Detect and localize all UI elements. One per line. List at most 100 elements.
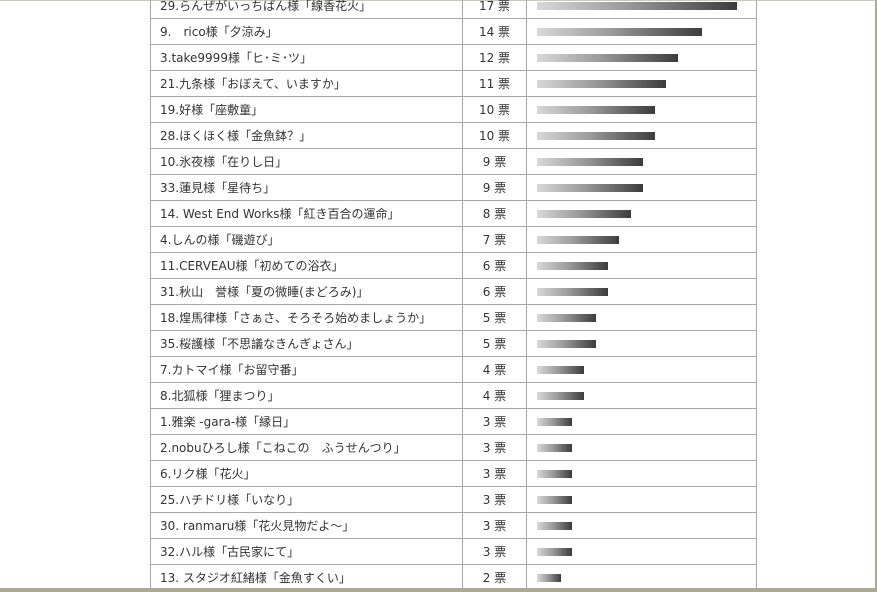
vote-bar-cell	[526, 512, 757, 539]
vote-bar	[537, 131, 655, 140]
ranking-row: 14. West End Works様「紅き百合の運命」 8 票	[150, 200, 757, 227]
vote-count: 10 票	[462, 96, 527, 123]
entry-title: 1.雅楽 -gara-様「縁日」	[150, 408, 463, 435]
ranking-row: 2.nobuひろし様「こねこの ふうせんつり」 3 票	[150, 434, 757, 461]
vote-bar-cell	[526, 434, 757, 461]
vote-count: 4 票	[462, 356, 527, 383]
entry-title: 11.CERVEAU様「初めての浴衣」	[150, 252, 463, 279]
entry-title: 4.しんの様「磯遊び」	[150, 226, 463, 253]
entry-title: 21.九条様「おぼえて、いますか」	[150, 70, 463, 97]
vote-count: 3 票	[462, 460, 527, 487]
entry-title: 10.氷夜様「在りし日」	[150, 148, 463, 175]
vote-bar-cell	[526, 538, 757, 565]
vote-count: 8 票	[462, 200, 527, 227]
vote-count: 2 票	[462, 564, 527, 591]
vote-count: 7 票	[462, 226, 527, 253]
entry-title: 25.ハチドリ様「いなり」	[150, 486, 463, 513]
vote-bar	[537, 53, 678, 62]
vote-count: 3 票	[462, 408, 527, 435]
ranking-row: 10.氷夜様「在りし日」 9 票	[150, 148, 757, 175]
vote-count: 9 票	[462, 174, 527, 201]
vote-count: 6 票	[462, 278, 527, 305]
vote-bar-cell	[526, 486, 757, 513]
entry-title: 35.桜護様「不思議なきんぎょさん」	[150, 330, 463, 357]
vote-bar-cell	[526, 174, 757, 201]
vote-count: 4 票	[462, 382, 527, 409]
entry-title: 9. rico様「夕涼み」	[150, 18, 463, 45]
vote-count: 3 票	[462, 512, 527, 539]
vote-bar	[537, 469, 572, 478]
vote-count: 9 票	[462, 148, 527, 175]
vote-bar	[537, 521, 572, 530]
vote-bar	[537, 105, 655, 114]
entry-title: 14. West End Works様「紅き百合の運命」	[150, 200, 463, 227]
vote-ranking-table: 29.らんぜがいっちばん様「線香花火」 17 票 9. rico様「夕涼み」 14 票…	[150, 0, 757, 591]
vote-bar	[537, 209, 631, 218]
vote-bar-cell	[526, 18, 757, 45]
ranking-row: 28.ほくほく様「金魚鉢？」 10 票	[150, 122, 757, 149]
entry-title: 8.北狐様「狸まつり」	[150, 382, 463, 409]
page-bottom-border	[0, 588, 877, 592]
vote-bar-cell	[526, 304, 757, 331]
vote-bar	[537, 157, 643, 166]
ranking-row: 3.take9999様「ヒ･ミ･ツ」 12 票	[150, 44, 757, 71]
vote-bar	[537, 235, 619, 244]
vote-bar	[537, 391, 584, 400]
vote-bar	[537, 495, 572, 504]
ranking-row: 9. rico様「夕涼み」 14 票	[150, 18, 757, 45]
vote-bar	[537, 365, 584, 374]
vote-bar-cell	[526, 564, 757, 591]
entry-title: 13. スタジオ紅緒様「金魚すくい」	[150, 564, 463, 591]
ranking-row: 31.秋山 誉様「夏の微睡(まどろみ)」 6 票	[150, 278, 757, 305]
entry-title: 3.take9999様「ヒ･ミ･ツ」	[150, 44, 463, 71]
entry-title: 31.秋山 誉様「夏の微睡(まどろみ)」	[150, 278, 463, 305]
vote-bar-cell	[526, 356, 757, 383]
ranking-row: 7.カトマイ様「お留守番」 4 票	[150, 356, 757, 383]
ranking-row: 11.CERVEAU様「初めての浴衣」 6 票	[150, 252, 757, 279]
vote-bar-cell	[526, 382, 757, 409]
vote-bar-cell	[526, 70, 757, 97]
ranking-row: 35.桜護様「不思議なきんぎょさん」 5 票	[150, 330, 757, 357]
ranking-row: 32.ハル様「古民家にて」 3 票	[150, 538, 757, 565]
vote-bar	[537, 443, 572, 452]
vote-bar-cell	[526, 278, 757, 305]
vote-bar-cell	[526, 122, 757, 149]
entry-title: 18.煌馬律様「さぁさ、そろそろ始めましょうか」	[150, 304, 463, 331]
ranking-row: 8.北狐様「狸まつり」 4 票	[150, 382, 757, 409]
entry-title: 29.らんぜがいっちばん様「線香花火」	[150, 0, 463, 19]
entry-title: 32.ハル様「古民家にて」	[150, 538, 463, 565]
vote-bar	[537, 261, 608, 270]
ranking-row: 6.リク様「花火」 3 票	[150, 460, 757, 487]
entry-title: 6.リク様「花火」	[150, 460, 463, 487]
vote-count: 3 票	[462, 486, 527, 513]
entry-title: 19.好様「座敷童」	[150, 96, 463, 123]
ranking-row: 19.好様「座敷童」 10 票	[150, 96, 757, 123]
vote-count: 3 票	[462, 434, 527, 461]
vote-bar	[537, 27, 702, 36]
vote-bar-cell	[526, 408, 757, 435]
vote-bar-cell	[526, 226, 757, 253]
vote-bar	[537, 183, 643, 192]
entry-title: 7.カトマイ様「お留守番」	[150, 356, 463, 383]
vote-bar	[537, 339, 596, 348]
vote-count: 11 票	[462, 70, 527, 97]
ranking-row: 33.蓮見様「星待ち」 9 票	[150, 174, 757, 201]
vote-count: 10 票	[462, 122, 527, 149]
vote-bar-cell	[526, 148, 757, 175]
vote-bar-cell	[526, 460, 757, 487]
entry-title: 2.nobuひろし様「こねこの ふうせんつり」	[150, 434, 463, 461]
vote-bar	[537, 287, 608, 296]
ranking-row: 18.煌馬律様「さぁさ、そろそろ始めましょうか」 5 票	[150, 304, 757, 331]
ranking-body: 29.らんぜがいっちばん様「線香花火」 17 票 9. rico様「夕涼み」 14 票…	[150, 0, 757, 591]
vote-count: 5 票	[462, 304, 527, 331]
ranking-row: 29.らんぜがいっちばん様「線香花火」 17 票	[150, 0, 757, 19]
vote-bar-cell	[526, 0, 757, 19]
vote-bar	[537, 417, 572, 426]
ranking-row: 4.しんの様「磯遊び」 7 票	[150, 226, 757, 253]
vote-count: 17 票	[462, 0, 527, 19]
vote-bar-cell	[526, 252, 757, 279]
vote-count: 3 票	[462, 538, 527, 565]
vote-bar-cell	[526, 330, 757, 357]
ranking-row: 21.九条様「おぼえて、いますか」 11 票	[150, 70, 757, 97]
ranking-row: 30. ranmaru様「花火見物だよ～」 3 票	[150, 512, 757, 539]
